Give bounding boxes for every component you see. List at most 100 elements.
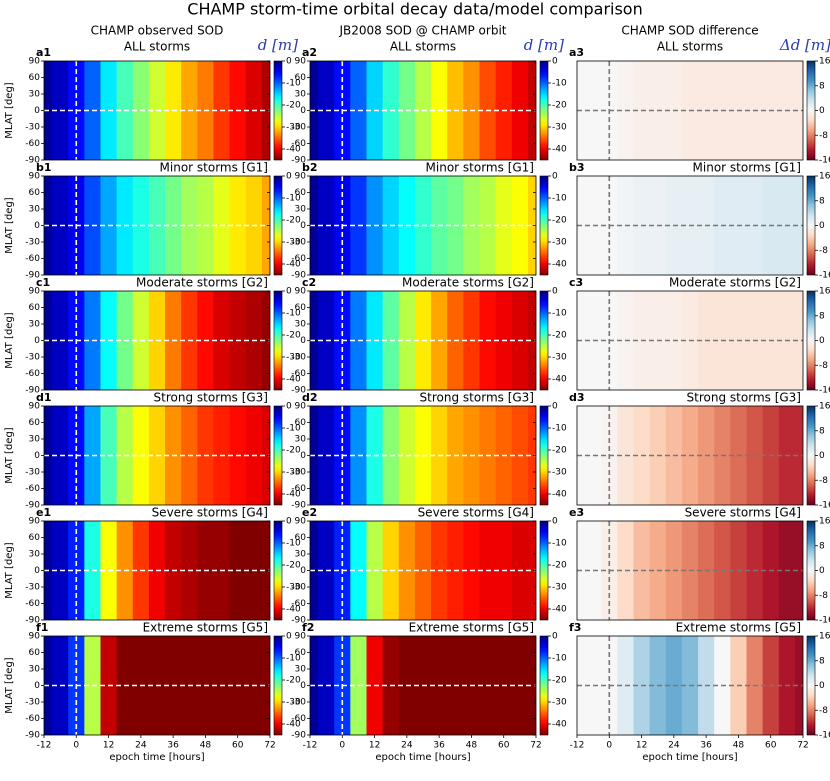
panel-title: Extreme storms [G5] (409, 621, 534, 635)
y-tick-label: -60 (291, 484, 306, 494)
x-tick-label: 48 (200, 741, 212, 751)
colorbar-tick-label: -16 (819, 501, 830, 511)
x-tick-label: 0 (606, 741, 612, 751)
colorbar (539, 175, 549, 276)
colorbar-tick-label: -10 (552, 654, 567, 664)
colorbar-tick-label: 16 (819, 402, 830, 412)
panel-label: f2 (302, 621, 314, 634)
y-tick-label: 90 (295, 57, 307, 67)
panel-title: Extreme storms [G5] (676, 621, 801, 635)
colorbar-tick-label: -20 (286, 101, 301, 111)
x-tick-label: 60 (765, 741, 777, 751)
colorbar (806, 405, 816, 506)
y-tick-label: 60 (29, 648, 41, 658)
panel-label: c2 (302, 276, 316, 289)
panel-label: a1 (36, 46, 51, 59)
y-tick-label: 0 (300, 106, 306, 116)
heat-cell (794, 61, 803, 160)
y-tick-label: 0 (300, 451, 306, 461)
y-tick-label: 0 (34, 336, 40, 346)
x-tick-label: 0 (73, 741, 79, 751)
y-tick-label: -60 (25, 599, 40, 609)
y-tick-label: -30 (291, 468, 306, 478)
y-tick-label: 90 (295, 402, 307, 412)
colorbar-tick-label: -40 (552, 490, 567, 500)
x-tick-label: 60 (232, 741, 244, 751)
colorbar-tick-label: -10 (286, 654, 301, 664)
y-tick-label: -60 (25, 254, 40, 264)
x-tick-label: 0 (339, 741, 345, 751)
y-tick-label: 0 (300, 336, 306, 346)
colorbar-tick-label: -20 (286, 331, 301, 341)
colorbar (539, 405, 549, 506)
heat-cell (527, 61, 536, 160)
y-tick-label: 0 (300, 221, 306, 231)
panel-title: Moderate storms [G2] (136, 276, 268, 290)
heat-cell (527, 291, 536, 390)
colorbar-tick-label: -16 (819, 386, 830, 396)
y-tick-label: -30 (291, 698, 306, 708)
y-tick-label: 30 (29, 205, 41, 215)
colorbar (539, 520, 549, 621)
panel-title: Moderate storms [G2] (669, 276, 801, 290)
x-tick-label: 60 (498, 741, 510, 751)
colorbar-tick-label: 8 (819, 541, 825, 551)
colorbar-tick-label: -8 (819, 131, 828, 141)
colorbar-tick-label: 0 (286, 287, 292, 297)
x-tick-label: 36 (700, 741, 712, 751)
heat-cell (261, 636, 270, 735)
colorbar-tick-label: 8 (819, 656, 825, 666)
y-tick-label: -30 (25, 698, 40, 708)
y-tick-label: 30 (295, 205, 307, 215)
colorbar-tick-label: -10 (286, 309, 301, 319)
colorbar-tick-label: -40 (552, 145, 567, 155)
y-tick-label: 0 (34, 221, 40, 231)
colorbar-tick-label: -20 (286, 216, 301, 226)
y-tick-label: -60 (25, 369, 40, 379)
colorbar-tick-label: -30 (552, 353, 567, 363)
colorbar-tick-label: 16 (819, 172, 830, 182)
panel-title: Severe storms [G4] (152, 506, 268, 520)
colorbar-tick-label: -8 (819, 706, 828, 716)
y-tick-label: -60 (291, 254, 306, 264)
y-tick-label: -60 (291, 599, 306, 609)
colorbar-tick-label: 0 (552, 402, 558, 412)
colorbar-tick-label: -20 (552, 331, 567, 341)
panel-title: Minor storms [G1] (693, 161, 801, 175)
colorbar (539, 60, 549, 161)
y-tick-label: 60 (295, 73, 307, 83)
y-tick-label: 90 (29, 172, 41, 182)
y-tick-label: -90 (291, 271, 306, 281)
panel-label: f1 (36, 621, 48, 634)
panel-label: b3 (569, 161, 585, 174)
colorbar-tick-label: -40 (286, 375, 301, 385)
y-tick-label: -60 (291, 369, 306, 379)
y-axis-label: MLAT [deg] (4, 82, 15, 139)
colorbar-tick-label: -20 (552, 101, 567, 111)
y-tick-label: -90 (291, 616, 306, 626)
colorbar-tick-label: 0 (552, 57, 558, 67)
y-tick-label: 90 (29, 287, 41, 297)
y-tick-label: -30 (291, 583, 306, 593)
colorbar-tick-label: -10 (286, 424, 301, 434)
heatmap (310, 176, 536, 275)
colorbar-tick-label: -16 (819, 616, 830, 626)
colorbar-tick-label: 0 (819, 566, 825, 576)
y-tick-label: 30 (29, 550, 41, 560)
colorbar (806, 175, 816, 276)
panel-label: a2 (302, 46, 317, 59)
plot-frame (576, 290, 804, 391)
colorbar (806, 635, 816, 736)
y-tick-label: -90 (291, 386, 306, 396)
panel-label: b2 (302, 161, 318, 174)
heat-cell (794, 406, 803, 505)
x-tick-label: 12 (369, 741, 380, 751)
colorbar-tick-label: -30 (552, 583, 567, 593)
x-tick-label: 24 (135, 741, 147, 751)
y-tick-label: 60 (295, 188, 307, 198)
y-tick-label: -60 (25, 139, 40, 149)
y-tick-label: 60 (29, 188, 41, 198)
heat-cell (261, 61, 270, 160)
panel-title: Extreme storms [G5] (143, 621, 268, 635)
y-tick-label: 30 (295, 435, 307, 445)
